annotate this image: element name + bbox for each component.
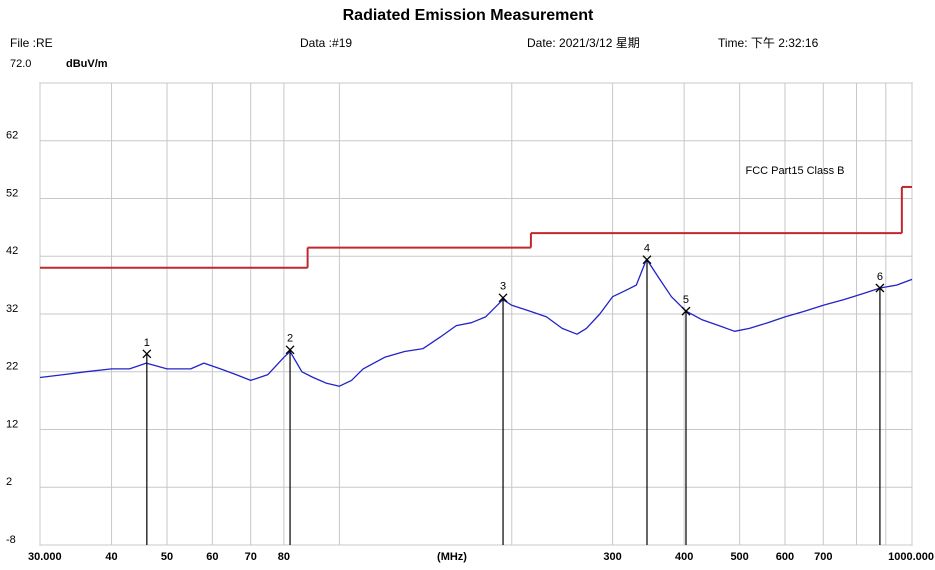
- y-tick-label: 32: [6, 303, 18, 315]
- chart-title: Radiated Emission Measurement: [343, 7, 594, 24]
- marker-label: 1: [144, 337, 150, 349]
- x-tick-label: 40: [105, 551, 117, 563]
- x-axis-label: (MHz): [437, 551, 467, 563]
- y-axis-label: dBuV/m: [66, 58, 108, 70]
- marker-label: 2: [287, 333, 293, 345]
- x-tick-label: 700: [814, 551, 832, 563]
- x-tick-label: 50: [161, 551, 173, 563]
- x-tick-label: 600: [776, 551, 794, 563]
- x-tick-label: 80: [278, 551, 290, 563]
- limit-label: FCC Part15 Class B: [745, 165, 844, 177]
- x-tick-label: 70: [245, 551, 257, 563]
- y-tick-label: 12: [6, 418, 18, 430]
- file: File :RE: [10, 36, 53, 50]
- y-tick-label: 72.0: [10, 58, 31, 70]
- x-tick-label: 400: [675, 551, 693, 563]
- y-tick-label: -8: [6, 534, 16, 546]
- marker-label: 4: [644, 243, 650, 255]
- y-tick-label: 2: [6, 476, 12, 488]
- y-tick-label: 52: [6, 187, 18, 199]
- x-tick-label: 30.000: [28, 551, 62, 563]
- marker-label: 3: [500, 281, 506, 293]
- marker-label: 5: [683, 294, 689, 306]
- marker-cross: [498, 293, 508, 303]
- data-number: Data :#19: [300, 36, 352, 50]
- marker-cross: [285, 345, 295, 355]
- marker-cross: [642, 255, 652, 265]
- y-tick-label: 22: [6, 361, 18, 373]
- y-tick-label: 42: [6, 245, 18, 257]
- marker-cross: [681, 306, 691, 316]
- x-tick-label: 300: [603, 551, 621, 563]
- marker-cross: [875, 283, 885, 293]
- time: Time: 下午 2:32:16: [718, 36, 819, 50]
- date: Date: 2021/3/12 星期: [527, 36, 640, 50]
- scan-trace: [39, 258, 913, 387]
- x-tick-label: 1000.000: [888, 551, 934, 563]
- x-tick-label: 500: [730, 551, 748, 563]
- x-tick-label: 60: [206, 551, 218, 563]
- marker-cross: [142, 349, 152, 359]
- marker-label: 6: [877, 271, 883, 283]
- y-tick-label: 62: [6, 130, 18, 142]
